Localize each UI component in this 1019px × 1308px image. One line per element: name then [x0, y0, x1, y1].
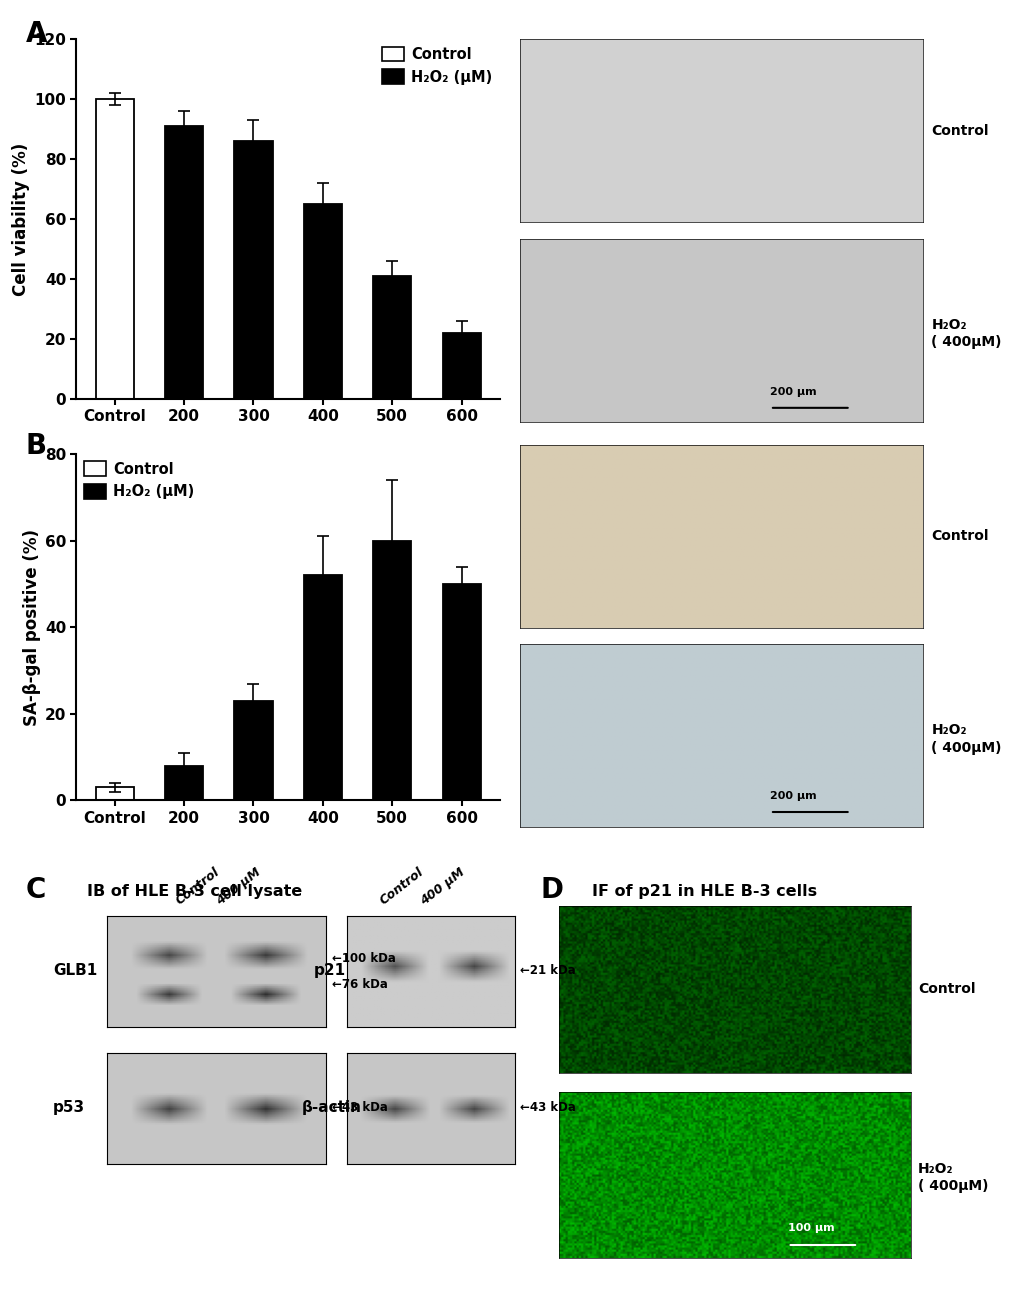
Text: H₂O₂
( 400μM): H₂O₂ ( 400μM) [917, 1162, 987, 1193]
Bar [442, 334, 480, 399]
Legend: Control, H₂O₂ (μM): Control, H₂O₂ (μM) [84, 462, 194, 500]
Text: Control: Control [930, 530, 987, 543]
Text: Control: Control [377, 866, 426, 908]
Text: Control: Control [930, 124, 987, 137]
Text: ←43 kDa: ←43 kDa [520, 1101, 576, 1114]
Text: 200 μm: 200 μm [769, 387, 816, 396]
Text: ←21 kDa: ←21 kDa [520, 964, 576, 977]
Text: ←76 kDa: ←76 kDa [331, 978, 387, 991]
Text: B: B [25, 432, 47, 459]
Text: β-actin: β-actin [302, 1100, 362, 1116]
Bar [442, 583, 480, 800]
Text: D: D [540, 876, 564, 904]
Bar [234, 701, 272, 800]
Bar [96, 787, 133, 800]
Text: IF of p21 in HLE B-3 cells: IF of p21 in HLE B-3 cells [591, 884, 816, 899]
Text: 200 μm: 200 μm [769, 791, 816, 800]
Bar [373, 276, 411, 399]
Text: IB of HLE B-3 cell lysate: IB of HLE B-3 cell lysate [87, 884, 302, 899]
Y-axis label: SA-β-gal positive (%): SA-β-gal positive (%) [22, 528, 41, 726]
Text: Control: Control [173, 866, 222, 908]
Text: Control: Control [917, 982, 974, 995]
Text: 400 μM: 400 μM [418, 866, 467, 908]
Legend: Control, H₂O₂ (μM): Control, H₂O₂ (μM) [382, 47, 492, 85]
Text: ←100 kDa: ←100 kDa [331, 952, 395, 965]
Text: p53: p53 [53, 1100, 85, 1116]
Bar [304, 576, 341, 800]
Bar [304, 204, 341, 399]
Bar [96, 99, 133, 399]
Text: H₂O₂
( 400μM): H₂O₂ ( 400μM) [930, 318, 1001, 349]
Y-axis label: Cell viability (%): Cell viability (%) [12, 143, 30, 296]
Text: ←43 kDa: ←43 kDa [331, 1101, 387, 1114]
Bar [165, 765, 203, 800]
Bar [373, 540, 411, 800]
Text: A: A [25, 20, 47, 47]
Text: 100 μm: 100 μm [787, 1223, 834, 1233]
Text: 400 μM: 400 μM [214, 866, 263, 908]
Text: p21: p21 [314, 963, 345, 978]
Text: GLB1: GLB1 [53, 963, 97, 978]
Text: C: C [25, 876, 46, 904]
Bar [165, 126, 203, 399]
Bar [234, 141, 272, 399]
Text: H₂O₂
( 400μM): H₂O₂ ( 400μM) [930, 723, 1001, 755]
